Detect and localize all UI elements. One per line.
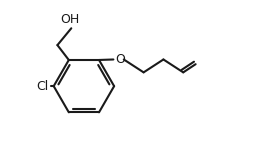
- Text: O: O: [115, 53, 125, 66]
- Text: OH: OH: [61, 13, 80, 26]
- Text: Cl: Cl: [36, 80, 49, 93]
